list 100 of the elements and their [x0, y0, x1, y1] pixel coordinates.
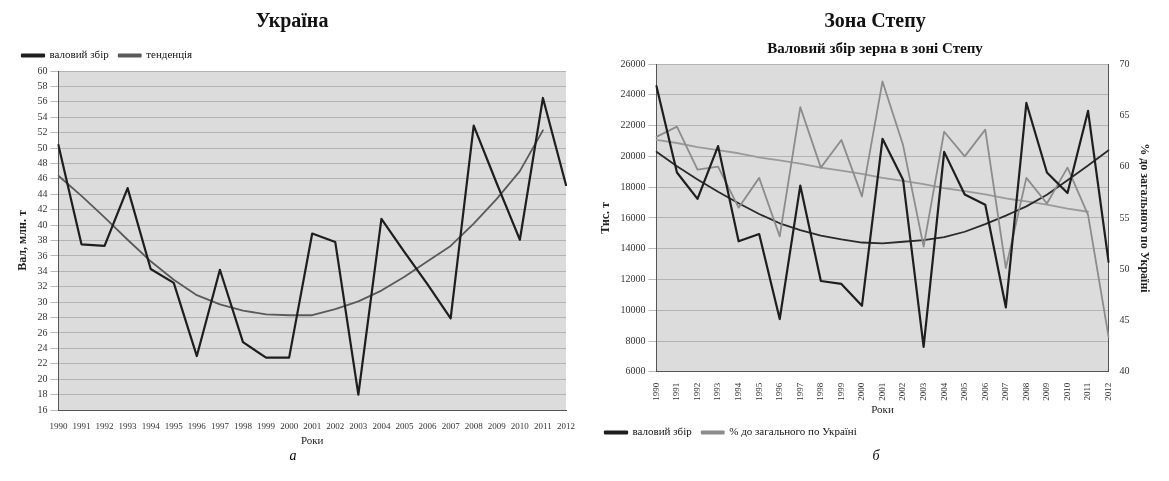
- x-tick-label: 2005: [395, 420, 414, 431]
- y-tick-label: 50: [37, 141, 48, 153]
- y-tick-label: 20: [37, 372, 48, 384]
- x-tick-label: 2012: [557, 420, 575, 431]
- y-tick-label: 60: [37, 64, 48, 76]
- x-tick-label: 2006: [979, 382, 990, 401]
- y-tick-label: 26: [37, 326, 48, 338]
- y2-tick-label: 70: [1119, 57, 1130, 69]
- x-tick-label: 2011: [534, 420, 552, 431]
- y-tick-label: 38: [37, 234, 48, 246]
- y-tick-label: 32: [37, 280, 48, 292]
- x-tick-label: 2005: [959, 382, 970, 401]
- y-tick-label: 28: [37, 311, 48, 323]
- x-tick-label: 2002: [326, 420, 345, 431]
- y-tick-label: 16000: [620, 211, 646, 223]
- y-tick-label: 46: [37, 172, 48, 184]
- x-tick-label: 2004: [938, 382, 949, 401]
- y-tick-label: 20000: [620, 149, 646, 161]
- x-tick-label: 1994: [732, 382, 743, 401]
- y-tick-label: 34: [37, 264, 48, 276]
- x-tick-label: 1995: [753, 382, 764, 401]
- y-tick-label: 30: [37, 295, 48, 307]
- x-tick-label: 2011: [1082, 382, 1093, 401]
- x-tick-label: 1997: [210, 420, 230, 431]
- x-tick-label: 1999: [835, 382, 846, 401]
- text: б: [871, 448, 881, 464]
- y-tick-label: 48: [37, 157, 48, 169]
- legend-label: % до загального по Україні: [729, 425, 857, 438]
- chart-title: Україна: [255, 9, 329, 33]
- y-axis-title: Вал, млн. т: [15, 210, 30, 271]
- y-tick-label: 54: [37, 110, 48, 122]
- y-tick-label: 26000: [620, 57, 646, 69]
- x-tick-label: 1996: [187, 420, 207, 431]
- x-tick-label: 1996: [774, 382, 785, 401]
- x-tick-label: 2003: [349, 420, 368, 431]
- x-axis-title: Роки: [300, 434, 324, 447]
- y-tick-label: 22000: [620, 119, 646, 131]
- y-tick-label: 24000: [620, 88, 646, 100]
- y2-tick-label: 40: [1119, 365, 1130, 377]
- x-tick-label: 2002: [897, 382, 908, 401]
- y2-tick-label: 45: [1119, 314, 1130, 326]
- y-tick-label: 16: [37, 403, 48, 415]
- x-tick-label: 1991: [72, 420, 91, 431]
- x-tick-label: 2010: [510, 420, 530, 431]
- x-tick-label: 1990: [650, 382, 661, 401]
- x-axis-title: Роки: [871, 403, 894, 416]
- y-axis-title: Тис. т: [598, 201, 613, 234]
- y-tick-label: 40: [37, 218, 48, 230]
- y-tick-label: 52: [37, 126, 48, 138]
- x-tick-label: 2000: [856, 382, 867, 401]
- x-tick-label: 1993: [712, 382, 723, 401]
- y-tick-label: 6000: [625, 365, 646, 377]
- x-tick-label: 1993: [118, 420, 138, 431]
- x-tick-label: 1998: [815, 382, 826, 401]
- x-tick-label: 2003: [917, 382, 928, 401]
- x-tick-label: 2012: [1102, 382, 1113, 401]
- text: а: [288, 448, 298, 464]
- y2-tick-label: 50: [1119, 262, 1130, 274]
- x-tick-label: 1991: [671, 382, 682, 401]
- y-tick-label: 10000: [620, 303, 646, 315]
- legend-label: валовий збір: [49, 48, 110, 61]
- y-tick-label: 24: [37, 341, 48, 353]
- y2-tick-label: 65: [1119, 108, 1130, 120]
- y-tick-label: 18000: [620, 180, 646, 192]
- x-tick-label: 1992: [95, 420, 114, 431]
- x-tick-label: 1995: [164, 420, 184, 431]
- legend-label: тенденція: [146, 48, 193, 61]
- y2-tick-label: 55: [1119, 211, 1130, 223]
- x-tick-label: 2009: [1041, 382, 1052, 401]
- y-tick-label: 8000: [625, 334, 646, 346]
- x-tick-label: 1999: [257, 420, 276, 431]
- y-tick-label: 12000: [620, 273, 646, 285]
- x-tick-label: 1994: [141, 420, 161, 431]
- x-tick-label: 2009: [487, 420, 507, 431]
- x-tick-label: 2010: [1061, 382, 1072, 401]
- chart-subtitle: Валовий збір зерна в зоні Степу: [767, 39, 984, 56]
- y-tick-label: 58: [37, 80, 48, 92]
- x-tick-label: 2008: [1020, 382, 1031, 401]
- y-tick-label: 22: [37, 357, 48, 369]
- x-tick-label: 1990: [49, 420, 68, 431]
- y-tick-label: 36: [37, 249, 48, 261]
- y-tick-label: 18: [37, 388, 48, 400]
- x-tick-label: 1992: [691, 382, 702, 401]
- y2-tick-label: 60: [1119, 160, 1130, 172]
- x-tick-label: 2006: [418, 420, 438, 431]
- x-tick-label: 1998: [233, 420, 253, 431]
- y-tick-label: 56: [37, 95, 48, 107]
- x-tick-label: 2001: [303, 420, 322, 431]
- x-tick-label: 2001: [876, 382, 887, 401]
- x-tick-label: 2008: [464, 420, 484, 431]
- y2-axis-title: % до загального по Україні: [1137, 143, 1152, 294]
- legend-label: валовий збір: [632, 425, 693, 438]
- x-tick-label: 2007: [441, 420, 461, 431]
- x-tick-label: 2007: [1000, 382, 1011, 401]
- x-tick-label: 2004: [372, 420, 391, 431]
- x-tick-label: 2000: [280, 420, 299, 431]
- y-tick-label: 44: [37, 187, 48, 199]
- y-tick-label: 14000: [620, 242, 646, 254]
- chart-title: Зона Степу: [824, 9, 926, 33]
- x-tick-label: 1997: [794, 382, 805, 401]
